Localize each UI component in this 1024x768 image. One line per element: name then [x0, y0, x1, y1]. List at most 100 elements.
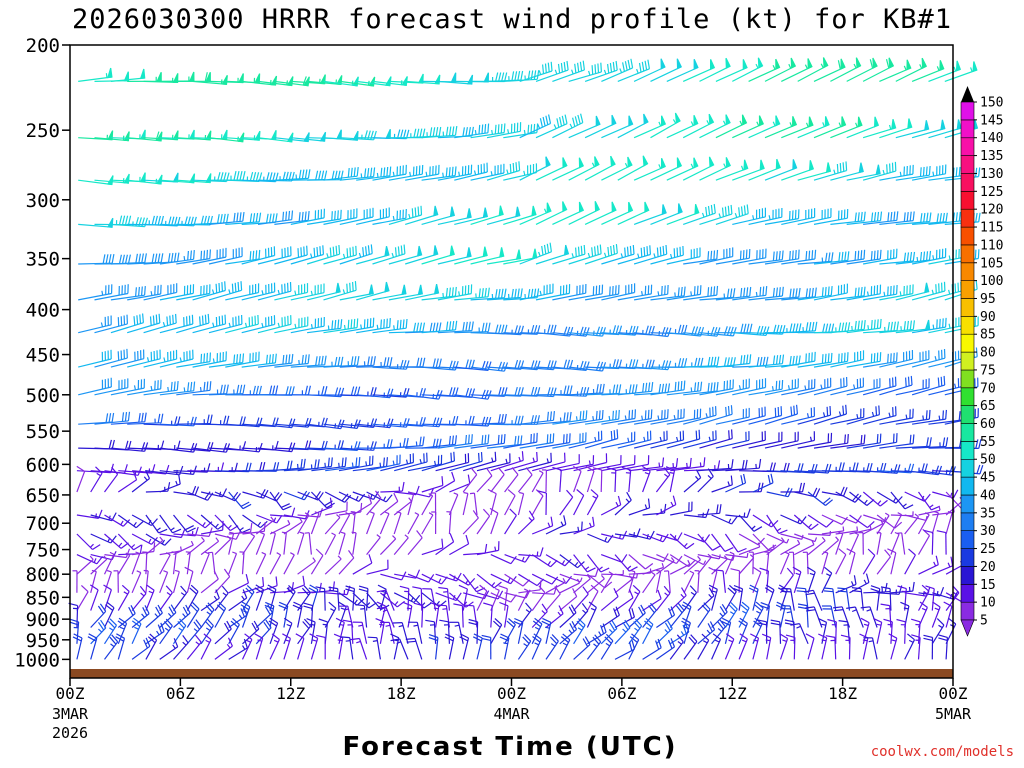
wind-barb [642, 571, 656, 594]
wind-barb [568, 430, 603, 449]
wind-barb [614, 608, 635, 629]
wind-barb [650, 286, 686, 301]
wind-barb [131, 533, 158, 545]
wind-barb [780, 533, 804, 540]
wind-barb [781, 587, 795, 611]
wind-barb [407, 530, 423, 555]
wind-barb [911, 164, 947, 181]
wind-barb [225, 212, 262, 225]
colorbar-label: 135 [980, 149, 1003, 164]
colorbar-segment [960, 280, 975, 299]
wind-barb [476, 467, 493, 493]
wind-barb [421, 476, 444, 493]
wind-barb [470, 163, 505, 181]
wind-barb [225, 351, 260, 368]
wind-barb [835, 491, 862, 503]
wind-barb [732, 115, 764, 139]
colorbar-label: 15 [980, 578, 996, 593]
wind-barb [470, 247, 505, 265]
wind-barb [849, 491, 875, 506]
wind-barb [132, 464, 170, 475]
wind-barb [699, 247, 734, 265]
wind-barb [711, 475, 733, 493]
wind-barb [333, 633, 344, 660]
wind-barb [257, 210, 294, 225]
wind-barb [380, 492, 399, 516]
wind-barb [587, 575, 605, 594]
wind-barb [159, 474, 181, 493]
wind-barb [830, 211, 866, 225]
colorbar-segment [960, 548, 975, 567]
wind-barb [519, 283, 554, 301]
wind-barb [486, 435, 523, 449]
ground-strip [70, 669, 953, 678]
wind-barb [666, 381, 703, 396]
wind-barb [748, 286, 784, 301]
wind-barb [573, 567, 599, 578]
wind-barb [669, 623, 690, 645]
wind-barb [837, 587, 851, 611]
wind-barb [325, 501, 348, 516]
colorbar-label: 80 [980, 346, 996, 361]
wind-barb [463, 451, 497, 472]
wind-barb [911, 348, 946, 368]
wind-barb [437, 247, 472, 265]
wind-barb [895, 212, 932, 225]
wind-barb [283, 552, 295, 575]
wind-barb [883, 618, 893, 644]
source-credit: coolwx.com/models [870, 744, 1014, 760]
wind-barb [338, 531, 346, 555]
wind-barb [804, 589, 823, 611]
wind-barb [173, 540, 194, 556]
wind-barb [614, 455, 650, 472]
wind-barb [274, 283, 309, 301]
wind-barb [895, 165, 931, 181]
wind-barb [876, 549, 891, 575]
wind-barb [683, 508, 710, 519]
wind-barb [711, 555, 728, 575]
wind-barb [928, 119, 962, 139]
wind-barb [925, 585, 935, 611]
wind-barb [682, 156, 715, 181]
wind-barb [254, 633, 264, 660]
wind-barb [879, 59, 912, 82]
wind-barb [372, 208, 407, 225]
wind-barb [911, 119, 946, 139]
wind-barb [241, 353, 277, 368]
wind-barb [241, 315, 276, 334]
wind-barb [715, 159, 749, 181]
wind-barb [642, 533, 669, 543]
wind-barb [863, 637, 878, 660]
wind-barb [732, 430, 766, 449]
wind-barb [257, 315, 292, 334]
wind-barb [339, 167, 376, 181]
wind-barb [739, 462, 776, 473]
wind-barb [214, 530, 241, 540]
colorbar-segment [960, 476, 975, 496]
wind-barb [127, 284, 162, 301]
wind-barb [225, 171, 263, 182]
wind-barb [748, 207, 783, 225]
colorbar-segment [960, 298, 975, 317]
wind-barb [764, 378, 799, 396]
wind-barb [145, 584, 155, 611]
wind-barb [421, 435, 457, 449]
wind-barb [876, 491, 903, 504]
wind-barb [388, 284, 423, 301]
wind-barb [794, 533, 818, 543]
colorbar-segment [960, 405, 975, 424]
wind-barb [568, 383, 605, 396]
wind-barb [255, 619, 272, 645]
y-tick-label: 1000 [14, 649, 60, 671]
wind-barb [860, 606, 878, 628]
wind-barb [587, 455, 622, 472]
wind-barb [780, 482, 806, 493]
wind-barb [895, 282, 930, 301]
wind-barb [78, 67, 113, 82]
wind-barb [435, 572, 462, 582]
wind-barb [290, 417, 328, 428]
wind-barb [408, 621, 423, 644]
wind-barb [656, 532, 683, 542]
wind-barb [274, 245, 308, 265]
